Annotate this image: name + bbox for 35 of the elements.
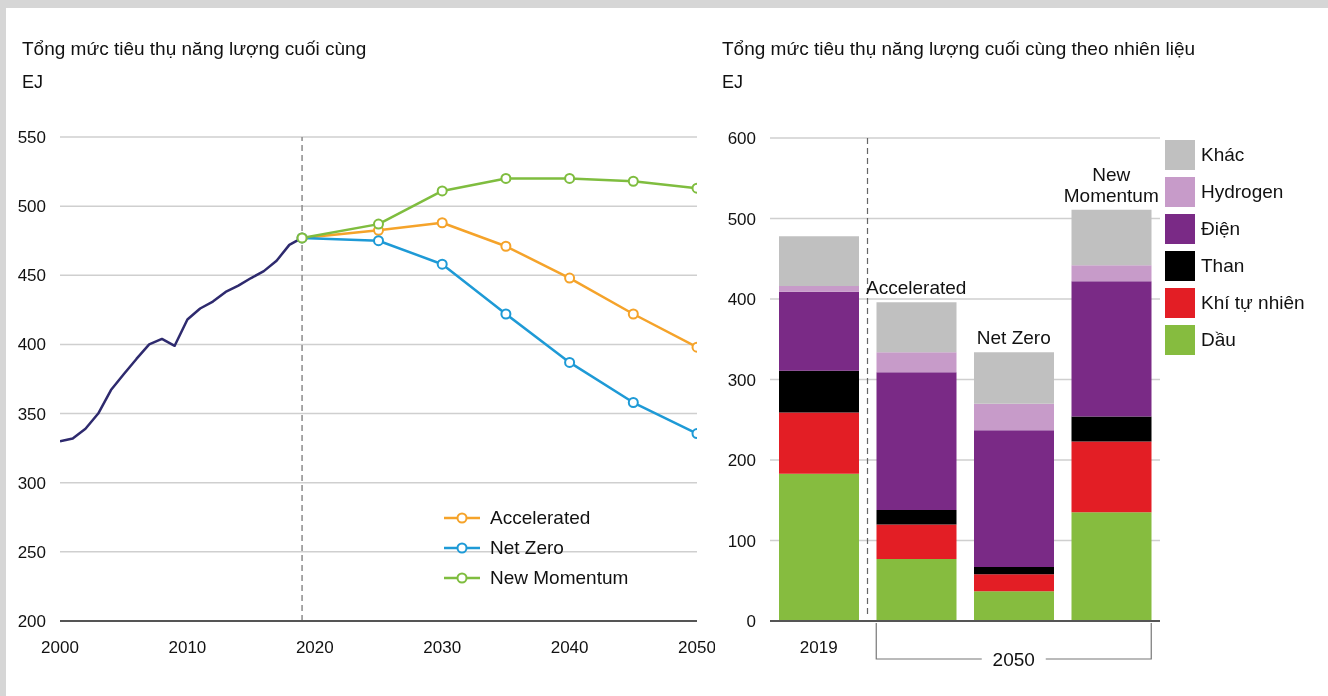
legend-label: Dầu [1201,328,1236,351]
y-tick-label: 200 [17,612,46,632]
y-tick-label: 550 [17,128,46,148]
legend-label: Khác [1201,143,1245,166]
y-tick-label: 450 [17,266,46,286]
y-tick-label: 600 [727,129,756,149]
legend-label: Than [1201,254,1245,277]
y-tick-label: 400 [17,335,46,355]
x-tick-label: 2040 [550,638,589,658]
y-tick-label: 200 [727,451,756,471]
y-tick-label: 500 [727,209,756,229]
y-tick-label: 500 [17,197,46,217]
x-tick-label: 2020 [295,638,334,658]
x-tick-label: 2030 [423,638,462,658]
y-tick-label: 400 [727,290,756,310]
legend-label: Khí tự nhiên [1201,291,1305,314]
legend-label: Hydrogen [1201,180,1284,203]
y-tick-label: 100 [727,531,756,551]
y-tick-label: 300 [727,370,756,390]
y-axis-title: EJ [722,72,744,93]
legend-label: Accelerated [490,507,591,529]
y-tick-label: 300 [17,473,46,493]
x-tick-label: 2019 [799,638,838,658]
x-tick-label: 2010 [168,638,207,658]
y-axis-title: EJ [22,72,44,93]
y-tick-label: 250 [17,542,46,562]
y-tick-label: 0 [746,612,756,632]
x-tick-label: 2050 [678,638,716,658]
legend-label: Net Zero [490,537,564,559]
chart-title: Tổng mức tiêu thụ năng lượng cuối cùng [22,38,367,60]
chart-title: Tổng mức tiêu thụ năng lượng cuối cùng theo nhiên liệu [722,38,1196,60]
legend-label: New Momentum [490,567,629,589]
legend-label: Điện [1201,217,1241,240]
y-tick-label: 350 [17,404,46,424]
x-tick-label: 2000 [41,638,79,658]
